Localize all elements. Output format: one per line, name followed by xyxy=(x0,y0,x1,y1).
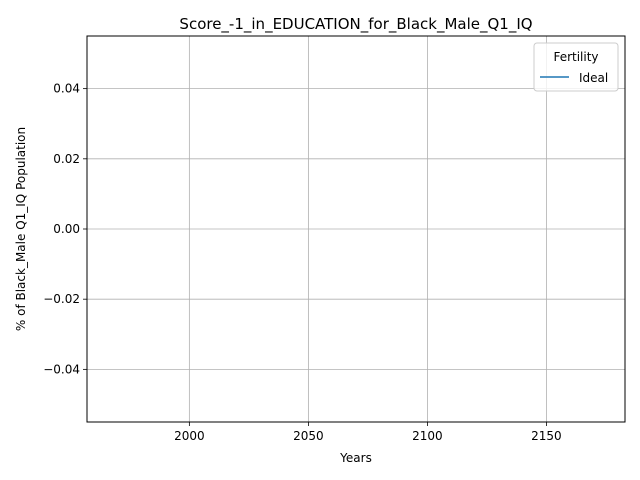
grid-lines xyxy=(87,36,625,422)
legend-label-ideal: Ideal xyxy=(579,71,608,85)
chart-title: Score_-1_in_EDUCATION_for_Black_Male_Q1_… xyxy=(179,15,532,34)
y-tick-label: 0.04 xyxy=(53,82,80,96)
y-tick-label: −0.04 xyxy=(43,362,80,376)
legend: Fertility Ideal xyxy=(533,42,619,92)
x-axis-ticks: 2000 2050 2100 2150 xyxy=(174,422,562,443)
y-axis-ticks: −0.04 −0.02 0.00 0.02 0.04 xyxy=(43,82,87,376)
legend-box xyxy=(533,42,619,92)
x-tick-label: 2050 xyxy=(293,429,324,443)
x-tick-label: 2150 xyxy=(531,429,562,443)
y-tick-label: 0.00 xyxy=(53,222,80,236)
x-axis-label: Years xyxy=(339,451,372,465)
x-tick-label: 2100 xyxy=(412,429,443,443)
y-tick-label: 0.02 xyxy=(53,152,80,166)
x-tick-label: 2000 xyxy=(174,429,205,443)
y-tick-label: −0.02 xyxy=(43,292,80,306)
legend-title: Fertility xyxy=(553,50,598,64)
y-axis-label: % of Black_Male Q1_IQ Population xyxy=(14,127,28,331)
